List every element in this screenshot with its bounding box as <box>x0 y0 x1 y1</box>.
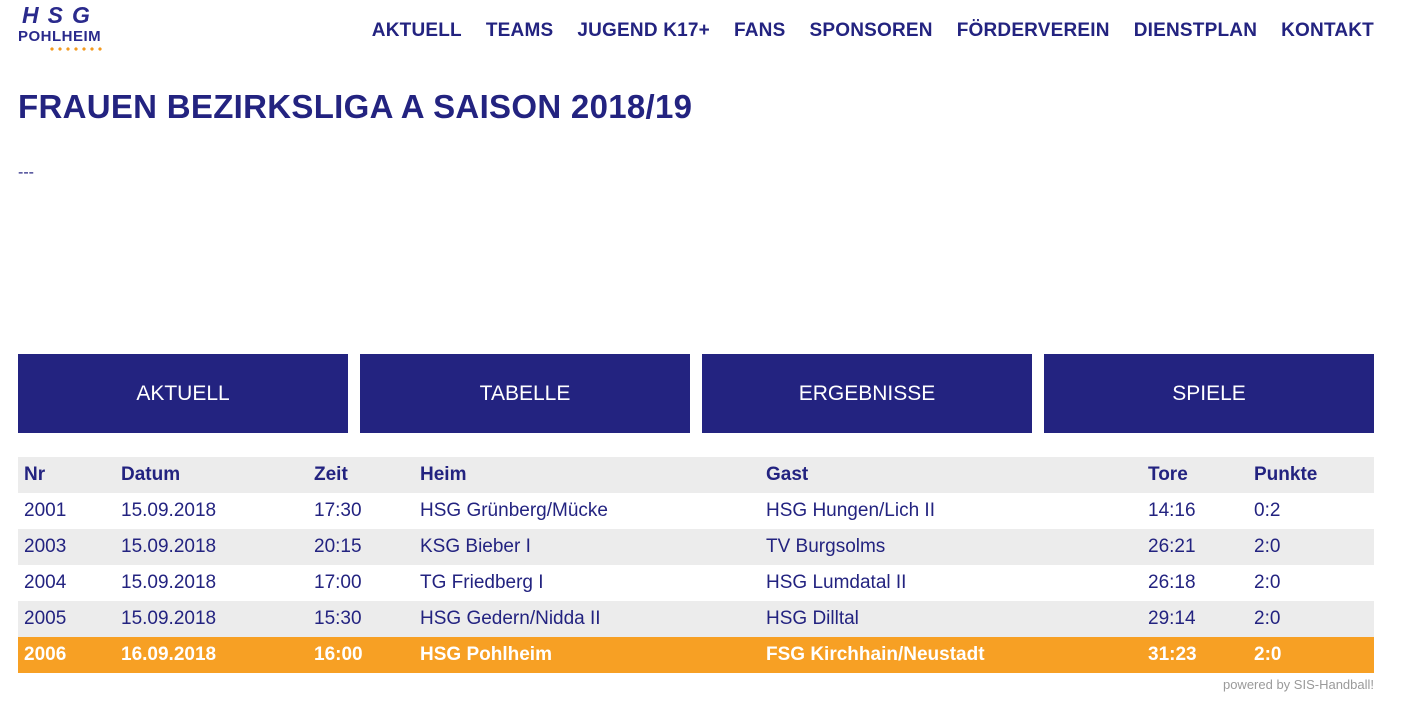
cell-zeit: 16:00 <box>308 637 414 673</box>
section-tabs: AKTUELL TABELLE ERGEBNISSE SPIELE <box>18 354 1374 433</box>
results-table: Nr Datum Zeit Heim Gast Tore Punkte 2001… <box>18 457 1374 673</box>
table-row: 2005 15.09.2018 15:30 HSG Gedern/Nidda I… <box>18 601 1374 637</box>
nav-item-kontakt[interactable]: KONTAKT <box>1281 20 1374 41</box>
tab-ergebnisse[interactable]: ERGEBNISSE <box>702 354 1032 433</box>
cell-datum: 15.09.2018 <box>115 493 308 529</box>
tab-tabelle[interactable]: TABELLE <box>360 354 690 433</box>
table-row: 2001 15.09.2018 17:30 HSG Grünberg/Mücke… <box>18 493 1374 529</box>
table-row: 2004 15.09.2018 17:00 TG Friedberg I HSG… <box>18 565 1374 601</box>
nav-item-dienstplan[interactable]: DIENSTPLAN <box>1133 20 1258 41</box>
cell-tore: 26:18 <box>1142 565 1248 601</box>
site-header: HSG POHLHEIM AKTUELL TEAMS JUGEND K17+ F… <box>0 0 1422 70</box>
nav-item-fans[interactable]: FANS <box>733 20 786 41</box>
cell-tore: 14:16 <box>1142 493 1248 529</box>
cell-nr: 2006 <box>18 637 115 673</box>
cell-gast: TV Burgsolms <box>760 529 1142 565</box>
cell-nr: 2004 <box>18 565 115 601</box>
column-header-gast: Gast <box>760 457 1142 493</box>
cell-punkte: 2:0 <box>1248 601 1374 637</box>
cell-gast: FSG Kirchhain/Neustadt <box>760 637 1142 673</box>
table-header-row: Nr Datum Zeit Heim Gast Tore Punkte <box>18 457 1374 493</box>
cell-heim: HSG Gedern/Nidda II <box>414 601 760 637</box>
cell-heim: HSG Grünberg/Mücke <box>414 493 760 529</box>
cell-tore: 29:14 <box>1142 601 1248 637</box>
site-logo[interactable]: HSG POHLHEIM <box>18 2 108 54</box>
table-row: 2003 15.09.2018 20:15 KSG Bieber I TV Bu… <box>18 529 1374 565</box>
cell-heim: TG Friedberg I <box>414 565 760 601</box>
cell-zeit: 15:30 <box>308 601 414 637</box>
cell-tore: 26:21 <box>1142 529 1248 565</box>
tab-spiele[interactable]: SPIELE <box>1044 354 1374 433</box>
logo-hsg-text: HSG <box>22 2 99 28</box>
cell-punkte: 2:0 <box>1248 637 1374 673</box>
column-header-heim: Heim <box>414 457 760 493</box>
cell-punkte: 0:2 <box>1248 493 1374 529</box>
nav-item-sponsoren[interactable]: SPONSOREN <box>809 20 933 41</box>
cell-datum: 15.09.2018 <box>115 529 308 565</box>
cell-punkte: 2:0 <box>1248 529 1374 565</box>
page-title: FRAUEN BEZIRKSLIGA A SAISON 2018/19 <box>18 88 693 125</box>
cell-punkte: 2:0 <box>1248 565 1374 601</box>
cell-heim: KSG Bieber I <box>414 529 760 565</box>
cell-datum: 15.09.2018 <box>115 565 308 601</box>
nav-item-aktuell[interactable]: AKTUELL <box>371 20 462 41</box>
column-header-datum: Datum <box>115 457 308 493</box>
column-header-tore: Tore <box>1142 457 1248 493</box>
column-header-nr: Nr <box>18 457 115 493</box>
cell-gast: HSG Lumdatal II <box>760 565 1142 601</box>
cell-tore: 31:23 <box>1142 637 1248 673</box>
cell-zeit: 20:15 <box>308 529 414 565</box>
cell-gast: HSG Dilltal <box>760 601 1142 637</box>
nav-item-jugend[interactable]: JUGEND K17+ <box>577 20 710 41</box>
logo-dots <box>48 47 104 51</box>
cell-nr: 2001 <box>18 493 115 529</box>
cell-zeit: 17:30 <box>308 493 414 529</box>
column-header-zeit: Zeit <box>308 457 414 493</box>
powered-by-link[interactable]: powered by SIS-Handball! <box>1222 677 1374 692</box>
nav-item-foerderverein[interactable]: FÖRDERVEREIN <box>956 20 1110 41</box>
main-nav: AKTUELL TEAMS JUGEND K17+ FANS SPONSOREN… <box>372 20 1374 42</box>
logo-name-text: POHLHEIM <box>18 28 102 45</box>
cell-zeit: 17:00 <box>308 565 414 601</box>
cell-datum: 16.09.2018 <box>115 637 308 673</box>
content-separator: --- <box>18 164 34 181</box>
cell-heim: HSG Pohlheim <box>414 637 760 673</box>
cell-gast: HSG Hungen/Lich II <box>760 493 1142 529</box>
table-row-highlighted: 2006 16.09.2018 16:00 HSG Pohlheim FSG K… <box>18 637 1374 673</box>
cell-datum: 15.09.2018 <box>115 601 308 637</box>
cell-nr: 2003 <box>18 529 115 565</box>
nav-item-teams[interactable]: TEAMS <box>485 20 554 41</box>
cell-nr: 2005 <box>18 601 115 637</box>
column-header-punkte: Punkte <box>1248 457 1374 493</box>
tab-aktuell[interactable]: AKTUELL <box>18 354 348 433</box>
